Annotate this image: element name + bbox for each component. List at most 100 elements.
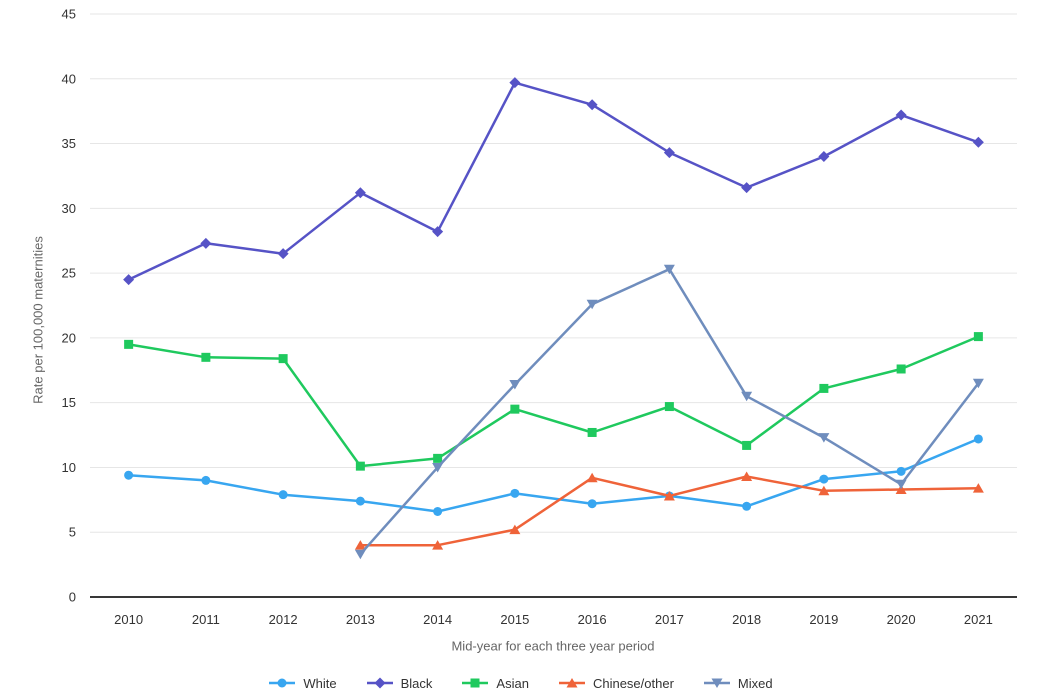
- x-tick-label: 2014: [423, 612, 452, 627]
- legend-label: Chinese/other: [592, 675, 674, 691]
- legend-label: Mixed: [737, 675, 773, 691]
- point-white-2014[interactable]: [433, 506, 443, 516]
- point-asian-2013[interactable]: [355, 461, 365, 471]
- point-black-2013[interactable]: [354, 187, 366, 199]
- point-black-2020[interactable]: [895, 109, 907, 121]
- point-mixed-2019[interactable]: [818, 433, 830, 443]
- legend-item-chinese-other[interactable]: Chinese/other: [557, 676, 674, 691]
- legend-marker-circle-icon: [269, 678, 296, 688]
- point-chinese-other-2013[interactable]: [354, 540, 366, 550]
- point-mixed-2021[interactable]: [972, 378, 984, 389]
- legend-item-asian[interactable]: Asian: [460, 676, 529, 691]
- point-white-2020[interactable]: [896, 466, 906, 476]
- x-tick-label: 2013: [346, 612, 375, 627]
- legend-item-black[interactable]: Black: [365, 675, 433, 691]
- y-tick-label: 45: [62, 7, 76, 22]
- series-line-white: [127, 437, 980, 513]
- series-mixed: [354, 264, 984, 560]
- series-chinese-other: [354, 471, 984, 550]
- legend-marker-square-icon: [462, 678, 489, 688]
- point-mixed-2017[interactable]: [663, 264, 675, 275]
- point-asian-2015[interactable]: [510, 404, 520, 414]
- point-white-2011[interactable]: [201, 475, 211, 485]
- y-tick-label: 10: [62, 460, 76, 475]
- point-asian-2020[interactable]: [896, 364, 906, 374]
- point-black-2019[interactable]: [818, 151, 830, 163]
- x-tick-label: 2021: [964, 612, 993, 627]
- point-chinese-other-2018[interactable]: [741, 471, 753, 482]
- point-mixed-2018[interactable]: [741, 391, 753, 402]
- point-white-2021[interactable]: [973, 434, 983, 444]
- x-tick-label: 2017: [655, 612, 684, 627]
- x-axis-title: Mid-year for each three year period: [451, 638, 655, 654]
- point-black-2012[interactable]: [277, 248, 289, 260]
- point-white-2019[interactable]: [819, 474, 829, 484]
- point-black-2015[interactable]: [509, 77, 521, 89]
- y-tick-label: 20: [62, 330, 76, 345]
- point-chinese-other-2016[interactable]: [586, 472, 598, 483]
- point-white-2015[interactable]: [510, 488, 520, 498]
- point-chinese-other-2015[interactable]: [509, 524, 521, 535]
- point-asian-2014[interactable]: [433, 453, 443, 463]
- x-tick-label: 2010: [114, 612, 143, 627]
- point-chinese-other-2019[interactable]: [818, 485, 830, 496]
- y-tick-label: 5: [69, 525, 76, 540]
- point-chinese-other-2021[interactable]: [972, 483, 984, 493]
- line-chart-svg: 0 5 10 15 20 25 30 35 40 45 2010 2011 2012 2013 2014 20…: [62, 7, 1017, 627]
- point-asian-2010[interactable]: [124, 339, 134, 349]
- series-line-chinese-other: [359, 475, 980, 547]
- point-black-2018[interactable]: [741, 182, 753, 194]
- x-tick-label: 2018: [732, 612, 761, 627]
- point-black-2011[interactable]: [200, 237, 212, 249]
- point-mixed-2013[interactable]: [354, 549, 366, 560]
- point-asian-2017[interactable]: [664, 402, 674, 412]
- y-tick-label: 35: [62, 136, 76, 151]
- series-line-mixed: [359, 267, 980, 556]
- x-tick-label: 2016: [578, 612, 607, 627]
- legend-marker-mixed[interactable]: [711, 678, 723, 689]
- legend-marker-asian[interactable]: [470, 678, 480, 688]
- x-tick-label: 2019: [809, 612, 838, 627]
- point-chinese-other-2017[interactable]: [663, 490, 675, 501]
- legend-marker-black[interactable]: [374, 677, 386, 689]
- point-asian-2012[interactable]: [278, 354, 288, 364]
- point-chinese-other-2014[interactable]: [432, 540, 444, 550]
- point-white-2016[interactable]: [587, 499, 597, 509]
- point-asian-2019[interactable]: [819, 383, 829, 393]
- point-asian-2016[interactable]: [587, 427, 597, 437]
- point-asian-2018[interactable]: [742, 440, 752, 450]
- legend-marker-chinese-other[interactable]: [566, 678, 578, 688]
- legend-marker-triangle-up-icon: [558, 678, 585, 688]
- point-mixed-2020[interactable]: [895, 479, 907, 490]
- point-asian-2011[interactable]: [201, 352, 211, 362]
- legend-item-mixed[interactable]: Mixed: [702, 676, 773, 691]
- point-black-2021[interactable]: [972, 136, 984, 148]
- point-mixed-2015[interactable]: [509, 380, 521, 390]
- point-mixed-2016[interactable]: [586, 299, 598, 310]
- point-mixed-2014[interactable]: [432, 462, 444, 473]
- legend-item-white[interactable]: White: [267, 675, 337, 691]
- y-tick-label: 15: [62, 395, 76, 410]
- point-black-2010[interactable]: [123, 274, 135, 286]
- point-white-2012[interactable]: [278, 490, 288, 500]
- point-white-2018[interactable]: [742, 501, 752, 511]
- y-tick-label: 25: [62, 266, 76, 281]
- legend-label: Asian: [496, 675, 529, 691]
- series-line-black: [127, 81, 980, 281]
- x-tick-label: 2020: [887, 612, 916, 627]
- y-axis-title: Rate per 100,000 maternities: [30, 236, 46, 404]
- point-white-2010[interactable]: [124, 470, 134, 480]
- point-black-2014[interactable]: [432, 226, 444, 238]
- point-black-2017[interactable]: [663, 147, 675, 159]
- y-tick-label: 0: [69, 590, 76, 605]
- legend-label: Black: [400, 675, 433, 691]
- legend-marker-white[interactable]: [277, 678, 287, 688]
- legend: White Black Asian Chinese/other Mixed: [0, 668, 1040, 698]
- legend-label: White: [303, 675, 337, 691]
- point-white-2013[interactable]: [355, 496, 365, 506]
- point-asian-2021[interactable]: [973, 332, 983, 342]
- point-black-2016[interactable]: [586, 99, 598, 111]
- legend-marker-diamond-icon: [366, 677, 393, 689]
- series-asian: [124, 332, 983, 471]
